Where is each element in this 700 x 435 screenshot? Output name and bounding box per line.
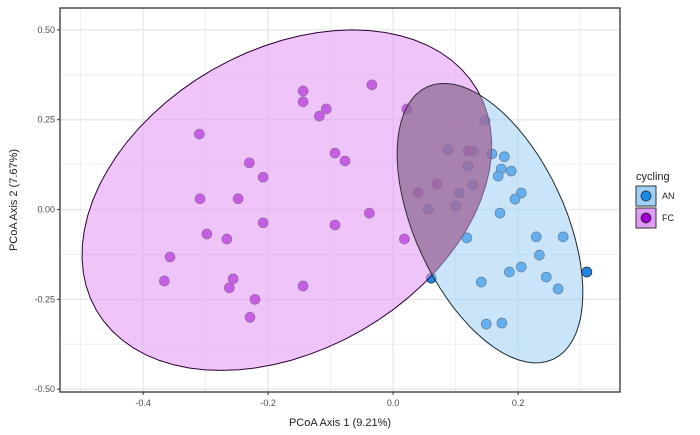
y-tick-label: -0.25 (34, 294, 55, 304)
y-axis-label: PCoA Axis 2 (7.67%) (8, 149, 20, 251)
x-tick-label: 0.0 (387, 398, 400, 408)
point-an (581, 266, 593, 278)
x-tick-label: -0.2 (260, 398, 276, 408)
y-tick-label: 0.50 (37, 25, 55, 35)
x-tick-label: 0.2 (512, 398, 525, 408)
legend-point-an (640, 190, 652, 202)
y-tick-label: 0.00 (37, 205, 55, 215)
y-axis: 0.50 0.25 0.00 -0.25 -0.50 (34, 25, 60, 394)
legend-point-fc (640, 212, 652, 224)
panel-border (59, 7, 621, 393)
y-tick-label: -0.50 (34, 384, 55, 394)
x-tick-label: -0.4 (135, 398, 151, 408)
legend: cycling AN FC (635, 171, 675, 229)
plot-marks (81, 29, 593, 371)
legend-label-an: AN (662, 191, 675, 201)
y-tick-label: 0.25 (37, 115, 55, 125)
x-axis: -0.4 -0.2 0.0 0.2 (135, 392, 524, 408)
legend-title: cycling (636, 171, 670, 183)
x-axis-label: PCoA Axis 1 (9.21%) (289, 417, 391, 429)
ellipse-an (396, 82, 584, 364)
legend-label-fc: FC (662, 213, 674, 223)
